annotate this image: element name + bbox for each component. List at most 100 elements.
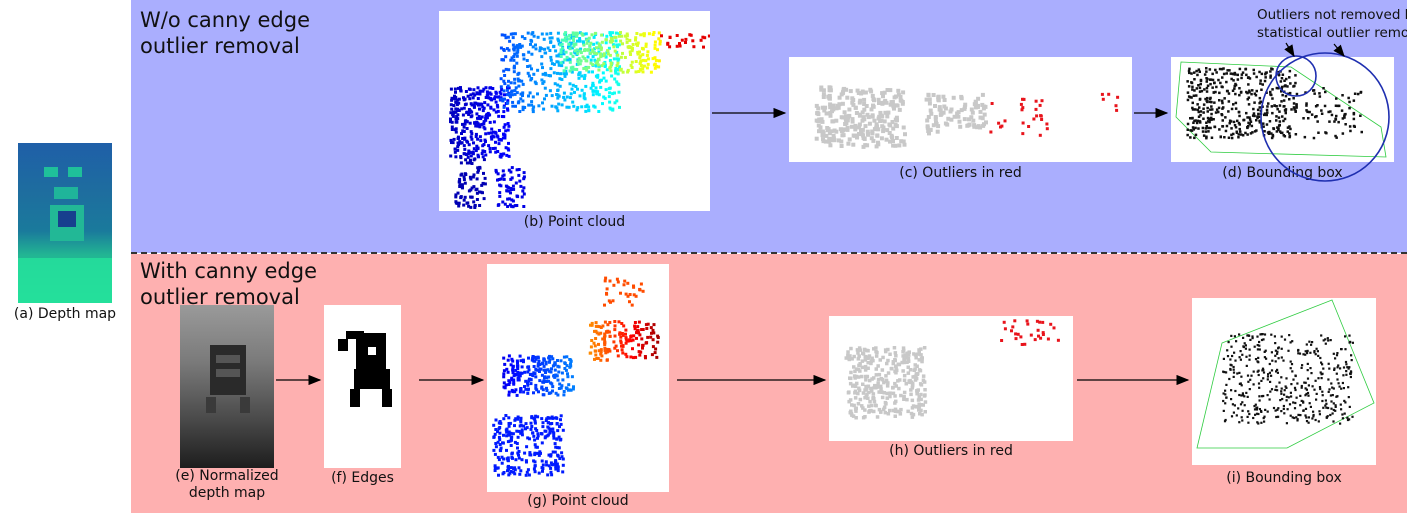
cloud-point [512,70,516,74]
cloud-point [488,147,492,151]
cloud-point [548,360,551,364]
cloud-point [531,431,535,435]
cloud-point [515,204,519,207]
inlier-point [901,125,906,130]
object-point [1344,360,1348,364]
cloud-point [551,450,555,454]
cloud-point [512,187,516,191]
inlier-point [882,90,887,95]
cloud-point [595,60,599,64]
cloud-point [475,112,479,116]
object-point [1234,359,1237,362]
object-point [1277,128,1280,132]
inlier-point [883,110,888,115]
object-point [1209,108,1212,111]
cloud-point [571,33,575,37]
cloud-point [506,35,510,39]
cloud-point [514,86,518,90]
cloud-point [654,59,658,62]
object-point [1351,341,1354,344]
object-point [1306,349,1309,352]
cloud-point [544,362,548,366]
cloud-point [556,93,560,97]
far-point [668,45,672,49]
cloud-point [607,348,611,351]
inlier-point [829,129,834,134]
cloud-point [513,418,517,422]
object-point [1291,340,1294,343]
inlier-point [853,105,858,110]
cloud-point [534,383,538,387]
object-point [1259,112,1263,116]
inlier-point [885,396,889,400]
inlier-point [934,121,939,126]
object-point [1262,417,1265,420]
cloud-point [625,40,629,44]
cloud-point [505,88,509,92]
cloud-point [540,417,544,421]
object-point [1257,112,1260,116]
cloud-point [467,113,471,116]
outlier-point [1025,319,1029,323]
object-point [1276,371,1279,374]
cloud-point [465,201,469,205]
object-point [1237,136,1240,139]
cloud-point [550,104,554,108]
cloud-point [600,33,604,37]
cloud-point [515,168,519,172]
cloud-point [558,457,562,460]
object-point [1201,130,1205,133]
cloud-point [590,321,594,325]
object-point [1333,367,1336,370]
cloud-point [572,104,576,108]
cloud-point [613,35,617,39]
cloud-point [649,335,653,339]
inlier-point [876,377,881,382]
inlier-point [852,383,856,387]
cloud-point [529,372,533,376]
cloud-point [594,353,598,357]
object-point [1214,111,1218,114]
cloud-point [549,40,553,44]
object-point [1271,68,1274,71]
cloud-point [555,60,559,64]
outliers-bottom-scatter [844,319,1060,420]
inlier-point [839,115,844,120]
inlier-point [906,359,911,363]
far-point [634,294,638,298]
cloud-point [651,345,655,349]
object-point [1233,87,1236,90]
cloud-point [480,102,484,106]
object-point [1244,68,1247,71]
cloud-point [645,66,649,70]
cloud-point [585,41,589,45]
object-point [1248,354,1251,357]
cloud-point [473,121,477,125]
cloud-point [608,53,612,57]
cloud-point [623,56,627,59]
cloud-point [631,43,635,46]
cloud-point [532,355,535,359]
inlier-point [850,100,855,105]
cloud-point [633,321,637,324]
inlier-point [816,119,821,123]
cloud-point [476,146,480,150]
object-point [1317,131,1320,134]
object-point [1281,73,1285,76]
outlier-point [1023,342,1027,346]
cloud-point [533,359,537,363]
inlier-point [814,136,819,141]
cloud-point [514,181,518,185]
cloud-point [504,67,508,71]
cloud-point [532,365,536,368]
cloud-point [567,383,571,387]
cloud-point [604,38,608,42]
object-point [1271,111,1274,115]
cloud-point [597,57,600,61]
cloud-point [649,326,653,330]
inlier-point [898,378,902,382]
object-point [1340,408,1343,411]
caption-depth-map: (a) Depth map [13,306,117,322]
cloud-point [480,122,484,126]
object-point [1204,127,1208,130]
